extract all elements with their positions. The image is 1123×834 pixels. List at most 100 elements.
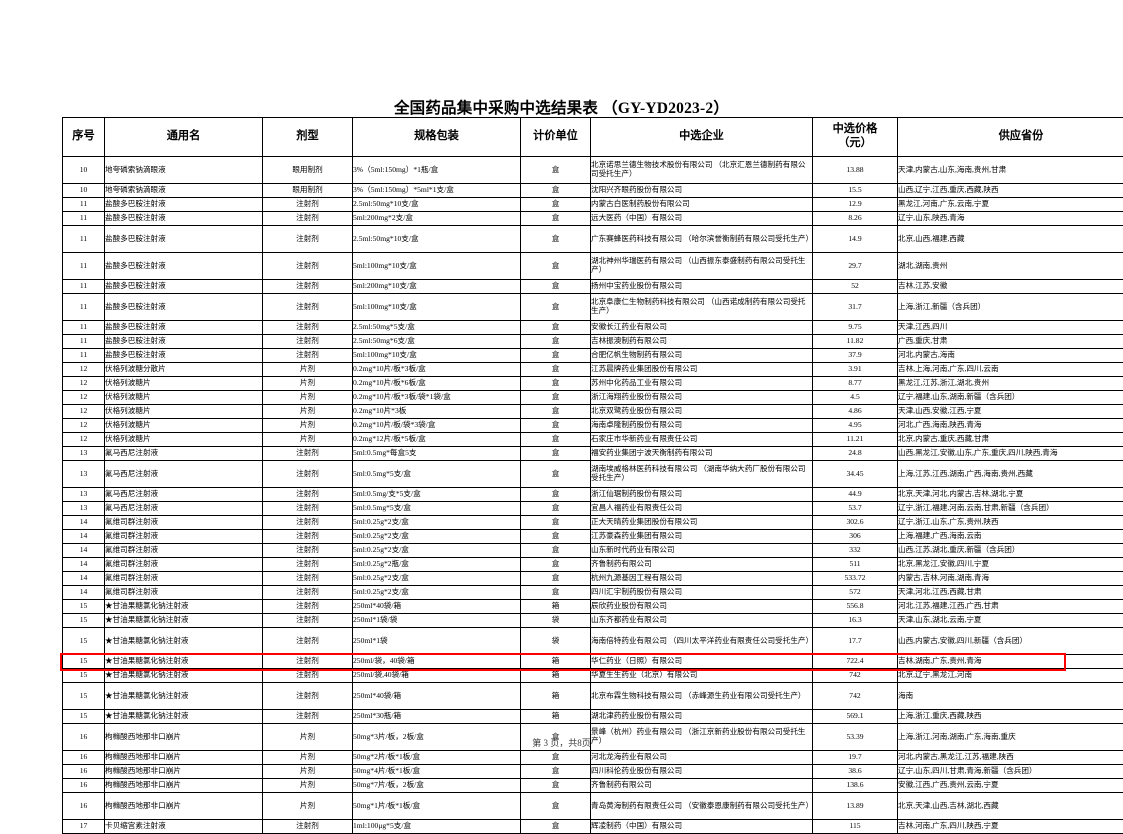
cell-pricing-unit: 盒 [521,751,591,765]
cell-enterprise: 浙江海翔药业股份有限公司 [591,391,813,405]
cell-dosage-form-text: 眼用制剂 [263,186,352,195]
cell-provinces-text: 辽宁,福建,山东,湖南,新疆（含兵团） [898,393,1123,402]
cell-specification: 250ml*1袋/袋 [353,614,521,628]
cell-dosage-form-text: 注射剂 [263,200,352,209]
cell-provinces: 天津,山西,安徽,江西,宁夏 [898,405,1123,419]
cell-dosage-form: 注射剂 [263,294,353,321]
cell-dosage-form-text: 注射剂 [263,560,352,569]
cell-generic-name-text: 氟维司群注射液 [105,518,262,527]
cell-specification: 2.5ml:50mg*10支/盒 [353,198,521,212]
cell-dosage-form: 片剂 [263,405,353,419]
cell-generic-name: 伏格列波糖片 [105,405,263,419]
cell-specification: 2.5ml:50mg*6支/盒 [353,335,521,349]
cell-provinces: 海南 [898,683,1123,710]
cell-provinces-text: 北京,辽宁,黑龙江,河南 [898,671,1123,680]
cell-generic-name-text: 伏格列波糖片 [105,421,262,430]
cell-provinces-text: 黑龙江,河南,广东,云南,宁夏 [898,200,1123,209]
cell-generic-name-text: 盐酸多巴胺注射液 [105,337,262,346]
cell-price-text: 332 [813,546,897,555]
cell-enterprise-text: 北京双鹭药业股份有限公司 [591,407,812,416]
cell-index-text: 15 [63,637,104,646]
cell-index: 11 [63,212,105,226]
cell-enterprise: 四川科伦药业股份有限公司 [591,765,813,779]
cell-index-text: 14 [63,532,104,541]
cell-enterprise: 山东齐都药业有限公司 [591,614,813,628]
cell-generic-name: ★甘油果糖氯化钠注射液 [105,614,263,628]
cell-dosage-form-text: 片剂 [263,435,352,444]
cell-price-text: 11.21 [813,435,897,444]
cell-provinces: 北京,黑龙江,安徽,四川,宁夏 [898,558,1123,572]
document-page: 全国药品集中采购中选结果表 （GY-YD2023-2） 序号 通用名 剂型 规格… [0,0,1123,795]
cell-pricing-unit: 袋 [521,614,591,628]
cell-pricing-unit: 盒 [521,516,591,530]
cell-pricing-unit: 盒 [521,184,591,198]
cell-dosage-form: 注射剂 [263,572,353,586]
cell-price: 8.26 [813,212,898,226]
cell-pricing-unit-text: 盒 [521,767,590,776]
cell-enterprise: 华夏生生药业（北京）有限公司 [591,669,813,683]
cell-dosage-form: 注射剂 [263,558,353,572]
cell-provinces: 上海,江苏,江西,湖南,广西,海南,贵州,西藏 [898,461,1123,488]
cell-enterprise: 江苏晨牌药业集团股份有限公司 [591,363,813,377]
cell-price-text: 15.5 [813,186,897,195]
cell-index: 16 [63,779,105,793]
cell-provinces-text: 辽宁,浙江,山东,广东,贵州,陕西 [898,518,1123,527]
cell-enterprise-text: 吉林振澳制药有限公司 [591,337,812,346]
cell-provinces-text: 山西,辽宁,江西,重庆,西藏,陕西 [898,186,1123,195]
cell-specification-text: 0.2mg*10片/板*6板/盒 [353,379,520,388]
cell-provinces-text: 上海,福建,广西,海南,云南 [898,532,1123,541]
cell-index: 11 [63,280,105,294]
cell-provinces-text: 湖北,湖南,贵州 [898,262,1123,271]
cell-provinces-text: 黑龙江,江苏,浙江,湖北,贵州 [898,379,1123,388]
cell-index-text: 11 [63,337,104,346]
cell-dosage-form-text: 注射剂 [263,574,352,583]
cell-specification: 5ml:0.25g*2支/盒 [353,544,521,558]
cell-index-text: 11 [63,214,104,223]
cell-dosage-form: 注射剂 [263,349,353,363]
cell-enterprise: 内蒙古白医制药股份有限公司 [591,198,813,212]
cell-specification-text: 3%（5ml:150mg）*5ml*1支/盒 [353,186,520,195]
cell-dosage-form: 注射剂 [263,212,353,226]
procurement-results-table: 序号 通用名 剂型 规格包装 计价单位 中选企业 中选价格 （元） 供应省份 1… [62,117,1123,834]
cell-enterprise-text: 石家庄市华新药业有限责任公司 [591,435,812,444]
cell-pricing-unit: 箱 [521,655,591,669]
column-header-enterprise: 中选企业 [591,118,813,157]
cell-specification-text: 250ml*40袋/箱 [353,602,520,611]
cell-specification-text: 5ml:0.25g*2支/盒 [353,532,520,541]
cell-provinces: 安徽,江西,广西,贵州,云南,宁夏 [898,779,1123,793]
cell-dosage-form: 片剂 [263,793,353,820]
cell-provinces: 辽宁,福建,山东,湖南,新疆（含兵团） [898,391,1123,405]
cell-index: 16 [63,793,105,820]
cell-enterprise-text: 沈阳兴齐眼药股份有限公司 [591,186,812,195]
cell-price: 4.95 [813,419,898,433]
cell-dosage-form: 注射剂 [263,226,353,253]
cell-specification: 5ml:100mg*10支/盒 [353,294,521,321]
cell-provinces-text: 河北,内蒙古,海南 [898,351,1123,360]
cell-pricing-unit-text: 箱 [521,657,590,666]
cell-generic-name-text: 伏格列波糖片 [105,379,262,388]
cell-specification-text: 2.5ml:50mg*6支/盒 [353,337,520,346]
cell-price: 138.6 [813,779,898,793]
cell-generic-name: ★甘油果糖氯化钠注射液 [105,600,263,614]
cell-pricing-unit-text: 盒 [521,282,590,291]
cell-dosage-form-text: 注射剂 [263,637,352,646]
cell-pricing-unit-text: 箱 [521,671,590,680]
cell-pricing-unit: 盒 [521,572,591,586]
cell-specification: 5ml:0.25g*2支/盒 [353,572,521,586]
cell-generic-name-text: 氟马西尼注射液 [105,490,262,499]
cell-dosage-form-text: 注射剂 [263,532,352,541]
cell-index-text: 16 [63,767,104,776]
cell-pricing-unit-text: 箱 [521,712,590,721]
cell-index-text: 16 [63,802,104,811]
cell-index: 11 [63,335,105,349]
cell-price-text: 3.91 [813,365,897,374]
cell-provinces: 河北,内蒙古,海南 [898,349,1123,363]
cell-index: 14 [63,558,105,572]
cell-enterprise-text: 北京诺思兰德生物技术股份有限公司 （北京汇恩兰德制药有限公司受托生产） [591,161,812,179]
